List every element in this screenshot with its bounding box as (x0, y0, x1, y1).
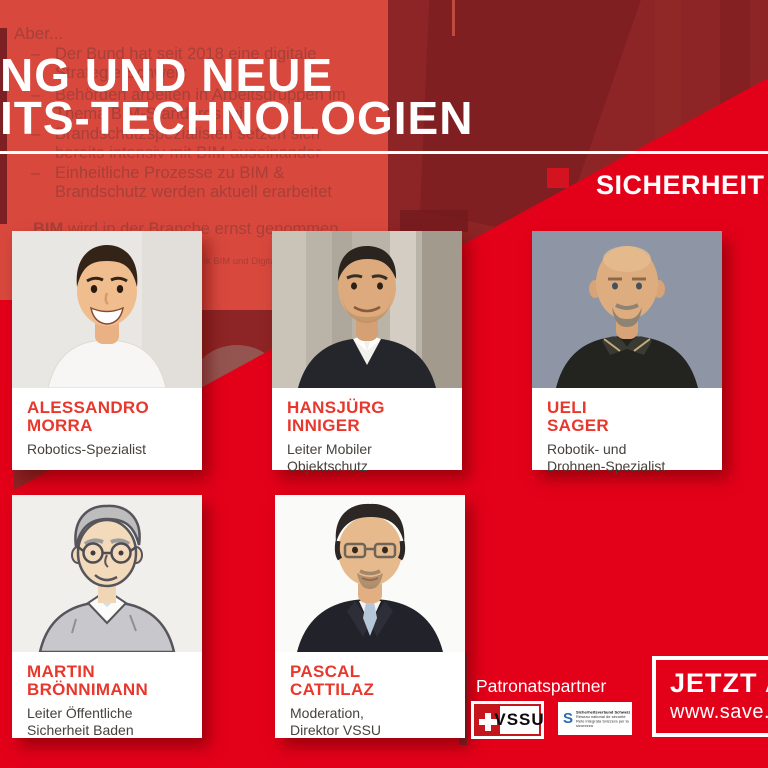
bullet-dash: – (31, 86, 41, 104)
vssu-logo: VSSU (471, 701, 544, 739)
bullet-dash: – (31, 164, 41, 182)
background-shape (0, 28, 7, 224)
speaker-photo-hansjuerg-inniger (272, 231, 462, 388)
background-shape (452, 0, 455, 36)
swiss-cross-icon (479, 713, 497, 731)
speaker-photo-pascal-cattilaz (275, 495, 465, 652)
speaker-name: PASCAL CATTILAZ (290, 662, 375, 699)
cta-url: www.save.ch (670, 701, 768, 723)
vssu-logo-text: VSSU (494, 706, 544, 734)
speaker-name: HANSJÜRG INNIGER (287, 398, 385, 435)
speaker-role: Leiter Mobiler Objektschutz (287, 441, 372, 474)
speaker-role: Robotics-Spezialist (27, 441, 147, 457)
speaker-card-pascal-cattilaz: PASCAL CATTILAZ Moderation, Direktor VSSU (275, 495, 465, 738)
speaker-role: Robotik- und Drohnen-Spezialist (547, 441, 666, 474)
speaker-card-martin-broennimann: MARTIN BRÖNNIMANN Leiter Öffentliche Siche… (12, 495, 202, 738)
speaker-card-alessandro-morra: ALESSANDRO MORRA Robotics-Spezialist (12, 231, 202, 470)
background-shape (547, 168, 569, 188)
background-shape (400, 210, 468, 232)
speaker-name: UELI SAGER (547, 398, 609, 435)
bullet-dash: – (31, 125, 41, 143)
sicherheitsverbund-schweiz-logo: S Sicherheitsverbund Schweiz Réseau nati… (558, 702, 632, 735)
speaker-photo-martin-broennimann (12, 495, 202, 652)
slide-bullet: – Der Bund hat seit 2018 eine digitale St… (31, 45, 317, 82)
patronatspartner-label: Patronatspartner (476, 676, 607, 696)
slide-bullet: – Behörden arbeiten in Arbeitsgruppen im… (31, 86, 346, 123)
slide-bullet: – Einheitliche Prozesse zu BIM & Brandsch… (31, 164, 332, 201)
speaker-name: MARTIN BRÖNNIMANN (27, 662, 149, 699)
speaker-photo-ueli-sager (532, 231, 722, 388)
speaker-photo-alessandro-morra (12, 231, 202, 388)
cta-headline: JETZT A (670, 668, 768, 698)
speaker-card-ueli-sager: UELI SAGER Robotik- und Drohnen-Spezialist (532, 231, 722, 474)
speaker-role: Leiter Öffentliche Sicherheit Baden (27, 705, 134, 738)
speaker-role: Moderation, Direktor VSSU (290, 705, 382, 738)
svs-logo-text: Sicherheitsverbund Schweiz Réseau nation… (576, 709, 631, 728)
svs-s-icon: S (563, 710, 574, 727)
slide-intro-text: Aber... (14, 24, 64, 43)
speaker-card-hansjuerg-inniger: HANSJÜRG INNIGER Leiter Mobiler Objektschu… (272, 231, 462, 474)
register-cta-button[interactable]: JETZT A www.save.ch (652, 656, 768, 737)
divider-line (0, 151, 768, 154)
speaker-name: ALESSANDRO MORRA (27, 398, 150, 435)
page-title: NG UND NEUE ITS-TECHNOLOGIEN (0, 49, 474, 144)
bullet-dash: – (31, 45, 41, 63)
slide-footnote-text: dank BIM und Digitalisierung (190, 256, 311, 267)
section-label-sicherheit: SICHERHEIT (596, 170, 765, 200)
